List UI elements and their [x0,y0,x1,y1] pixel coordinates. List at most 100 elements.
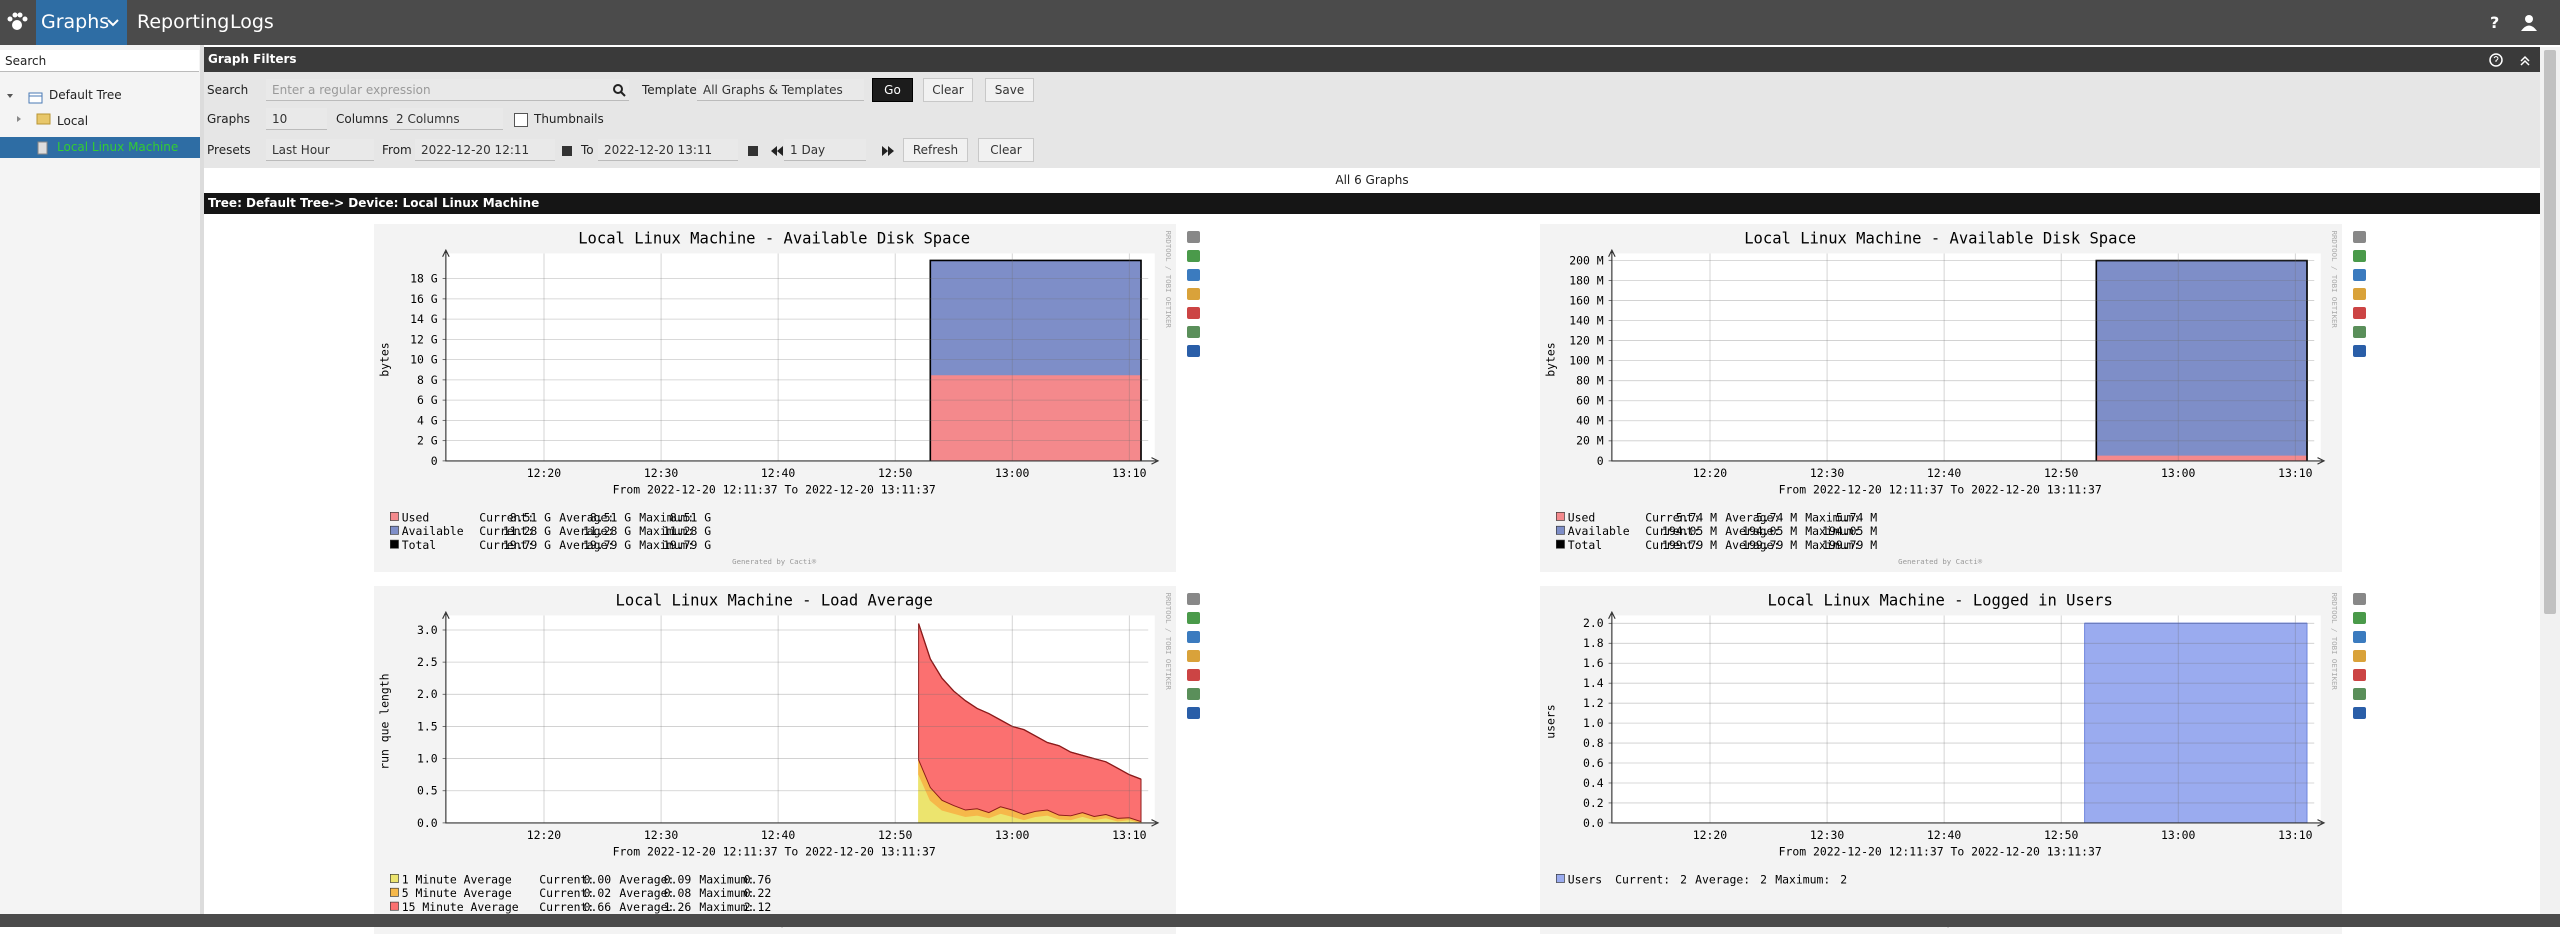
x-tick-label: 13:00 [2161,828,2196,842]
action-icon[interactable] [1187,669,1200,681]
scroll-thumb[interactable] [2544,50,2556,614]
timespan-select[interactable]: 1 Day [784,139,866,161]
area-series [929,374,1142,462]
legend-swatch [390,874,399,883]
action-icon[interactable] [2353,250,2366,262]
x-tick-label: 12:50 [878,828,913,842]
action-icon[interactable] [1187,326,1200,338]
legend-stat-label: Current: [1615,872,1670,886]
x-tick-label: 12:20 [527,466,562,480]
graph-period: From 2022-12-20 12:11:37 To 2022-12-20 1… [613,483,936,497]
save-button[interactable]: Save [985,78,1034,102]
graph-title: Local Linux Machine - Logged in Users [1768,592,2113,610]
action-icon[interactable] [1187,250,1200,262]
action-icon[interactable] [1187,307,1200,319]
y-tick-label: 160 M [1569,293,1604,307]
filter-title: Graph Filters [208,52,297,66]
search-icon[interactable] [612,83,626,97]
action-icon[interactable] [2353,326,2366,338]
columns-select[interactable]: 2 Columns [390,108,503,130]
help-link[interactable]: ? [2490,13,2500,32]
tree-node[interactable]: Default Tree [49,88,122,102]
action-icon[interactable] [2353,593,2366,605]
action-icon[interactable] [1187,231,1200,243]
x-tick-label: 13:10 [2278,828,2313,842]
label: Presets [207,143,251,157]
from-input[interactable]: 2022-12-20 12:11 [415,139,555,161]
graph-title: Local Linux Machine - Load Average [616,592,933,610]
x-tick-label: 13:00 [995,466,1030,480]
refresh-button[interactable]: Refresh [903,138,968,162]
device-icon [37,141,48,155]
action-icon[interactable] [1187,650,1200,662]
action-icon[interactable] [2353,707,2366,719]
y-tick-label: 12 G [410,332,438,346]
y-tick-label: 0.8 [1583,736,1604,750]
tree-search[interactable]: Search [0,50,199,72]
x-tick-label: 12:20 [1693,828,1728,842]
y-tick-label: 120 M [1569,333,1604,347]
legend-stat-label: Current: [479,538,534,552]
label: Search [207,83,249,97]
date-controls[interactable] [560,143,980,159]
nav-tab[interactable]: Reporting [137,11,230,33]
user-icon[interactable] [2520,14,2538,32]
thumbnails-checkbox[interactable] [514,113,528,127]
to-input[interactable]: 2022-12-20 13:11 [598,139,738,161]
action-icon[interactable] [1187,288,1200,300]
tree-selected-bg [0,137,200,158]
nav-tab[interactable]: Graphs [41,11,110,33]
action-icon[interactable] [1187,593,1200,605]
tree-node[interactable]: Local [57,114,89,128]
graph-actions[interactable] [2350,229,2370,359]
legend-stat-value: 8.51 G [510,510,551,524]
action-icon[interactable] [1187,707,1200,719]
clear-dates-button[interactable]: Clear [978,138,1034,162]
graph[interactable]: Local Linux Machine - Available Disk Spa… [1540,224,2342,572]
graphs-select[interactable]: 10 [266,108,327,130]
graph-count: All 6 Graphs [1335,173,1409,187]
filter-header-icons[interactable] [2488,52,2532,68]
go-button[interactable]: Go [872,78,913,102]
action-icon[interactable] [2353,307,2366,319]
action-icon[interactable] [2353,345,2366,357]
action-icon[interactable] [2353,288,2366,300]
action-icon[interactable] [1187,269,1200,281]
action-icon[interactable] [2353,231,2366,243]
graph-actions[interactable] [2350,591,2370,721]
legend-stat-value: 0.02 [584,886,612,900]
clear-button[interactable]: Clear [923,78,973,102]
legend-stat-value: 1.26 [664,900,692,914]
action-icon[interactable] [2353,612,2366,624]
presets-select[interactable]: Last Hour [266,139,374,161]
y-tick-label: 6 G [417,393,438,407]
action-icon[interactable] [2353,669,2366,681]
action-icon[interactable] [1187,612,1200,624]
tree-icons [7,92,51,125]
legend-stat-value: 5.74 M [1836,510,1877,524]
action-icon[interactable] [2353,631,2366,643]
legend-stat-label: Average: [559,510,614,524]
tree-node-selected[interactable]: Local Linux Machine [57,140,179,154]
graph[interactable]: Local Linux Machine - Available Disk Spa… [374,224,1176,572]
template-select[interactable]: All Graphs & Templates [697,79,864,101]
graph[interactable]: Local Linux Machine - Logged in Users use… [1540,586,2342,934]
action-icon[interactable] [2353,688,2366,700]
action-icon[interactable] [1187,688,1200,700]
graph[interactable]: Local Linux Machine - Load Average run qu… [374,586,1176,934]
search-input[interactable]: Enter a regular expression [266,79,629,101]
graph-actions[interactable] [1184,591,1204,721]
action-icon[interactable] [2353,269,2366,281]
legend-stat-label: Current: [479,524,534,538]
y-tick-label: 2.5 [417,655,438,669]
tab-dropdown[interactable] [106,17,120,29]
graph-actions[interactable] [1184,229,1204,359]
filter-header: Graph Filters [204,47,2540,72]
legend-stat-value: 0.00 [584,872,612,886]
action-icon[interactable] [1187,631,1200,643]
scrollbar[interactable] [2540,47,2560,914]
action-icon[interactable] [2353,650,2366,662]
nav-tab[interactable]: Logs [230,11,274,33]
legend-stat-label: Average: [619,900,674,914]
action-icon[interactable] [1187,345,1200,357]
